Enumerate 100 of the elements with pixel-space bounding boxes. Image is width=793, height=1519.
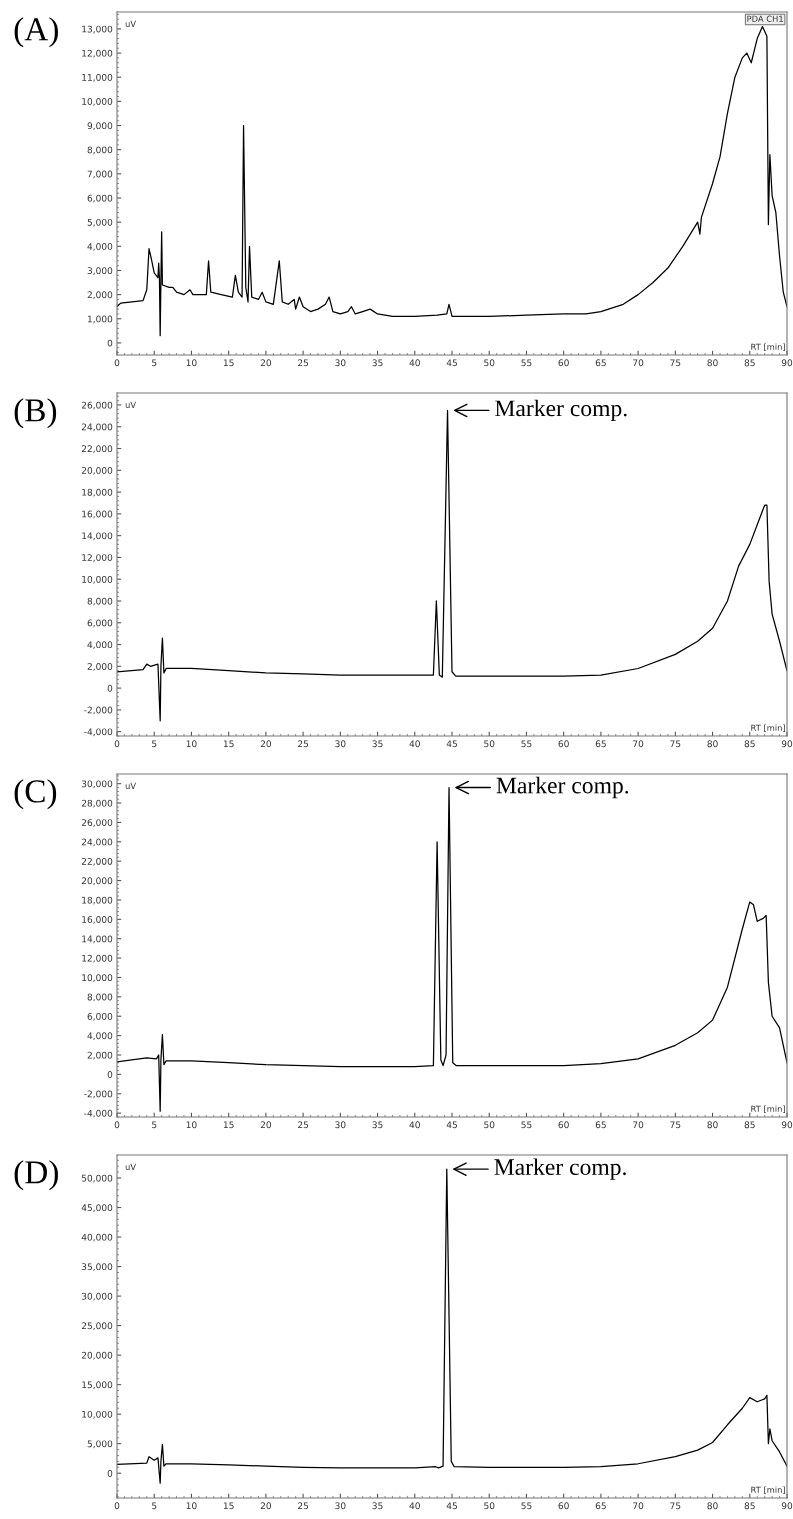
y-tick-label: 12,000 xyxy=(82,954,113,963)
y-axis-title: uV xyxy=(125,20,136,28)
x-tick-label: 10 xyxy=(186,1502,197,1510)
x-tick-label: 45 xyxy=(446,740,457,748)
x-tick-label: 65 xyxy=(595,1502,606,1510)
x-tick-label: 75 xyxy=(670,359,681,367)
y-tick-label: 14,000 xyxy=(82,532,113,541)
y-tick-label: 5,000 xyxy=(87,1440,113,1449)
y-tick-label: 0 xyxy=(107,339,113,347)
x-tick-label: 0 xyxy=(114,1121,120,1129)
x-tick-label: 5 xyxy=(152,740,157,748)
x-tick-label: 75 xyxy=(670,1502,681,1510)
y-tick-label: 28,000 xyxy=(81,799,113,808)
x-tick-label: 65 xyxy=(595,740,606,748)
x-tick-label: 20 xyxy=(260,1502,272,1510)
y-tick-label: 40,000 xyxy=(81,1233,113,1242)
y-tick-label: 12,000 xyxy=(82,49,113,58)
y-axis-title: uV xyxy=(125,1163,136,1171)
y-tick-label: 0 xyxy=(107,1469,113,1477)
y-tick-label: -2,000 xyxy=(84,1090,113,1099)
x-tick-label: 50 xyxy=(484,1121,495,1129)
y-tick-label: 26,000 xyxy=(81,819,113,827)
x-tick-label: 85 xyxy=(744,740,755,748)
x-tick-label: 65 xyxy=(595,1121,606,1129)
y-tick-label: 0 xyxy=(107,1071,113,1078)
x-tick-label: 25 xyxy=(298,1502,309,1510)
line-series xyxy=(117,25,787,337)
y-tick-label: 9,000 xyxy=(87,122,113,131)
chart-title: (D) xyxy=(14,1160,58,1191)
y-tick-label: 14,000 xyxy=(82,935,113,944)
y-tick-label: 18,000 xyxy=(82,896,113,905)
x-tick-label: 85 xyxy=(744,1121,755,1129)
y-tick-label: -2,000 xyxy=(84,706,113,715)
y-tick-label: 7,000 xyxy=(87,170,113,179)
annotation: Marker comp. xyxy=(495,399,627,422)
y-tick-label: 8,000 xyxy=(87,146,113,155)
x-tick-label: 10 xyxy=(186,1121,197,1129)
y-tick-label: 1,000 xyxy=(87,315,113,324)
x-tick-label: 60 xyxy=(558,1502,569,1510)
x-tick-label: 50 xyxy=(484,359,495,367)
x-tick-label: 90 xyxy=(781,740,793,748)
x-axis-title: RT [min] xyxy=(751,724,785,732)
x-tick-label: 50 xyxy=(484,740,495,748)
chart-title: (B) xyxy=(14,398,57,429)
x-axis-title: RT [min] xyxy=(751,1486,785,1494)
x-tick-label: 80 xyxy=(707,740,718,748)
x-tick-label: 30 xyxy=(335,1121,346,1129)
y-tick-label: 50,000 xyxy=(81,1174,113,1183)
y-tick-label: 10,000 xyxy=(82,974,113,982)
x-tick-label: 60 xyxy=(558,740,569,748)
x-tick-label: 75 xyxy=(670,740,681,748)
y-tick-label: 16,000 xyxy=(82,916,113,924)
x-tick-label: 40 xyxy=(409,740,420,748)
x-tick-label: 30 xyxy=(335,359,346,367)
y-tick-label: 2,000 xyxy=(87,1051,113,1060)
x-tick-label: 15 xyxy=(223,359,234,367)
y-tick-label: 10,000 xyxy=(82,98,113,106)
x-tick-label: 60 xyxy=(558,1121,569,1129)
x-tick-label: 55 xyxy=(521,740,532,748)
x-tick-label: 80 xyxy=(707,359,718,367)
x-axis-title: RT [min] xyxy=(751,1105,785,1113)
y-tick-label: 2,000 xyxy=(87,663,113,671)
y-tick-label: 30,000 xyxy=(81,1292,113,1301)
y-tick-label: 6,000 xyxy=(87,194,113,203)
x-tick-label: 40 xyxy=(409,359,420,367)
y-tick-label: 8,000 xyxy=(87,597,113,606)
x-tick-label: 10 xyxy=(186,359,197,367)
x-tick-label: 60 xyxy=(558,359,569,367)
x-tick-label: 25 xyxy=(298,1121,309,1129)
y-tick-label: 24,000 xyxy=(81,838,113,847)
x-tick-label: 50 xyxy=(484,1502,495,1510)
x-tick-label: 70 xyxy=(633,1502,644,1510)
y-tick-label: 4,000 xyxy=(87,641,113,650)
x-tick-label: 45 xyxy=(446,1121,457,1129)
y-tick-label: 18,000 xyxy=(82,488,113,497)
y-tick-label: -4,000 xyxy=(84,728,113,737)
y-tick-label: 20,000 xyxy=(81,1351,113,1360)
x-tick-label: 10 xyxy=(186,740,197,748)
x-tick-label: 25 xyxy=(298,359,309,367)
annotation: PDA CH1 xyxy=(747,15,783,22)
x-tick-label: 5 xyxy=(152,1502,157,1510)
annotation: Marker comp. xyxy=(494,1158,626,1180)
x-tick-label: 35 xyxy=(372,740,383,748)
x-tick-label: 20 xyxy=(260,359,272,367)
y-tick-label: 6,000 xyxy=(87,619,113,628)
x-tick-label: 5 xyxy=(152,1121,157,1129)
x-tick-label: 15 xyxy=(223,740,234,748)
y-tick-label: 10,000 xyxy=(82,1410,113,1419)
y-tick-label: 3,000 xyxy=(87,267,113,275)
x-tick-label: 55 xyxy=(521,1502,532,1510)
x-tick-label: 25 xyxy=(298,740,309,748)
x-tick-label: 45 xyxy=(446,359,457,367)
x-tick-label: 40 xyxy=(409,1502,420,1510)
x-tick-label: 90 xyxy=(781,1502,793,1510)
y-tick-label: 45,000 xyxy=(81,1204,113,1213)
x-tick-label: 85 xyxy=(744,1502,755,1510)
y-tick-label: 22,000 xyxy=(81,857,113,866)
x-tick-label: 30 xyxy=(335,740,346,748)
y-tick-label: -4,000 xyxy=(84,1109,113,1118)
x-tick-label: 0 xyxy=(114,740,120,748)
